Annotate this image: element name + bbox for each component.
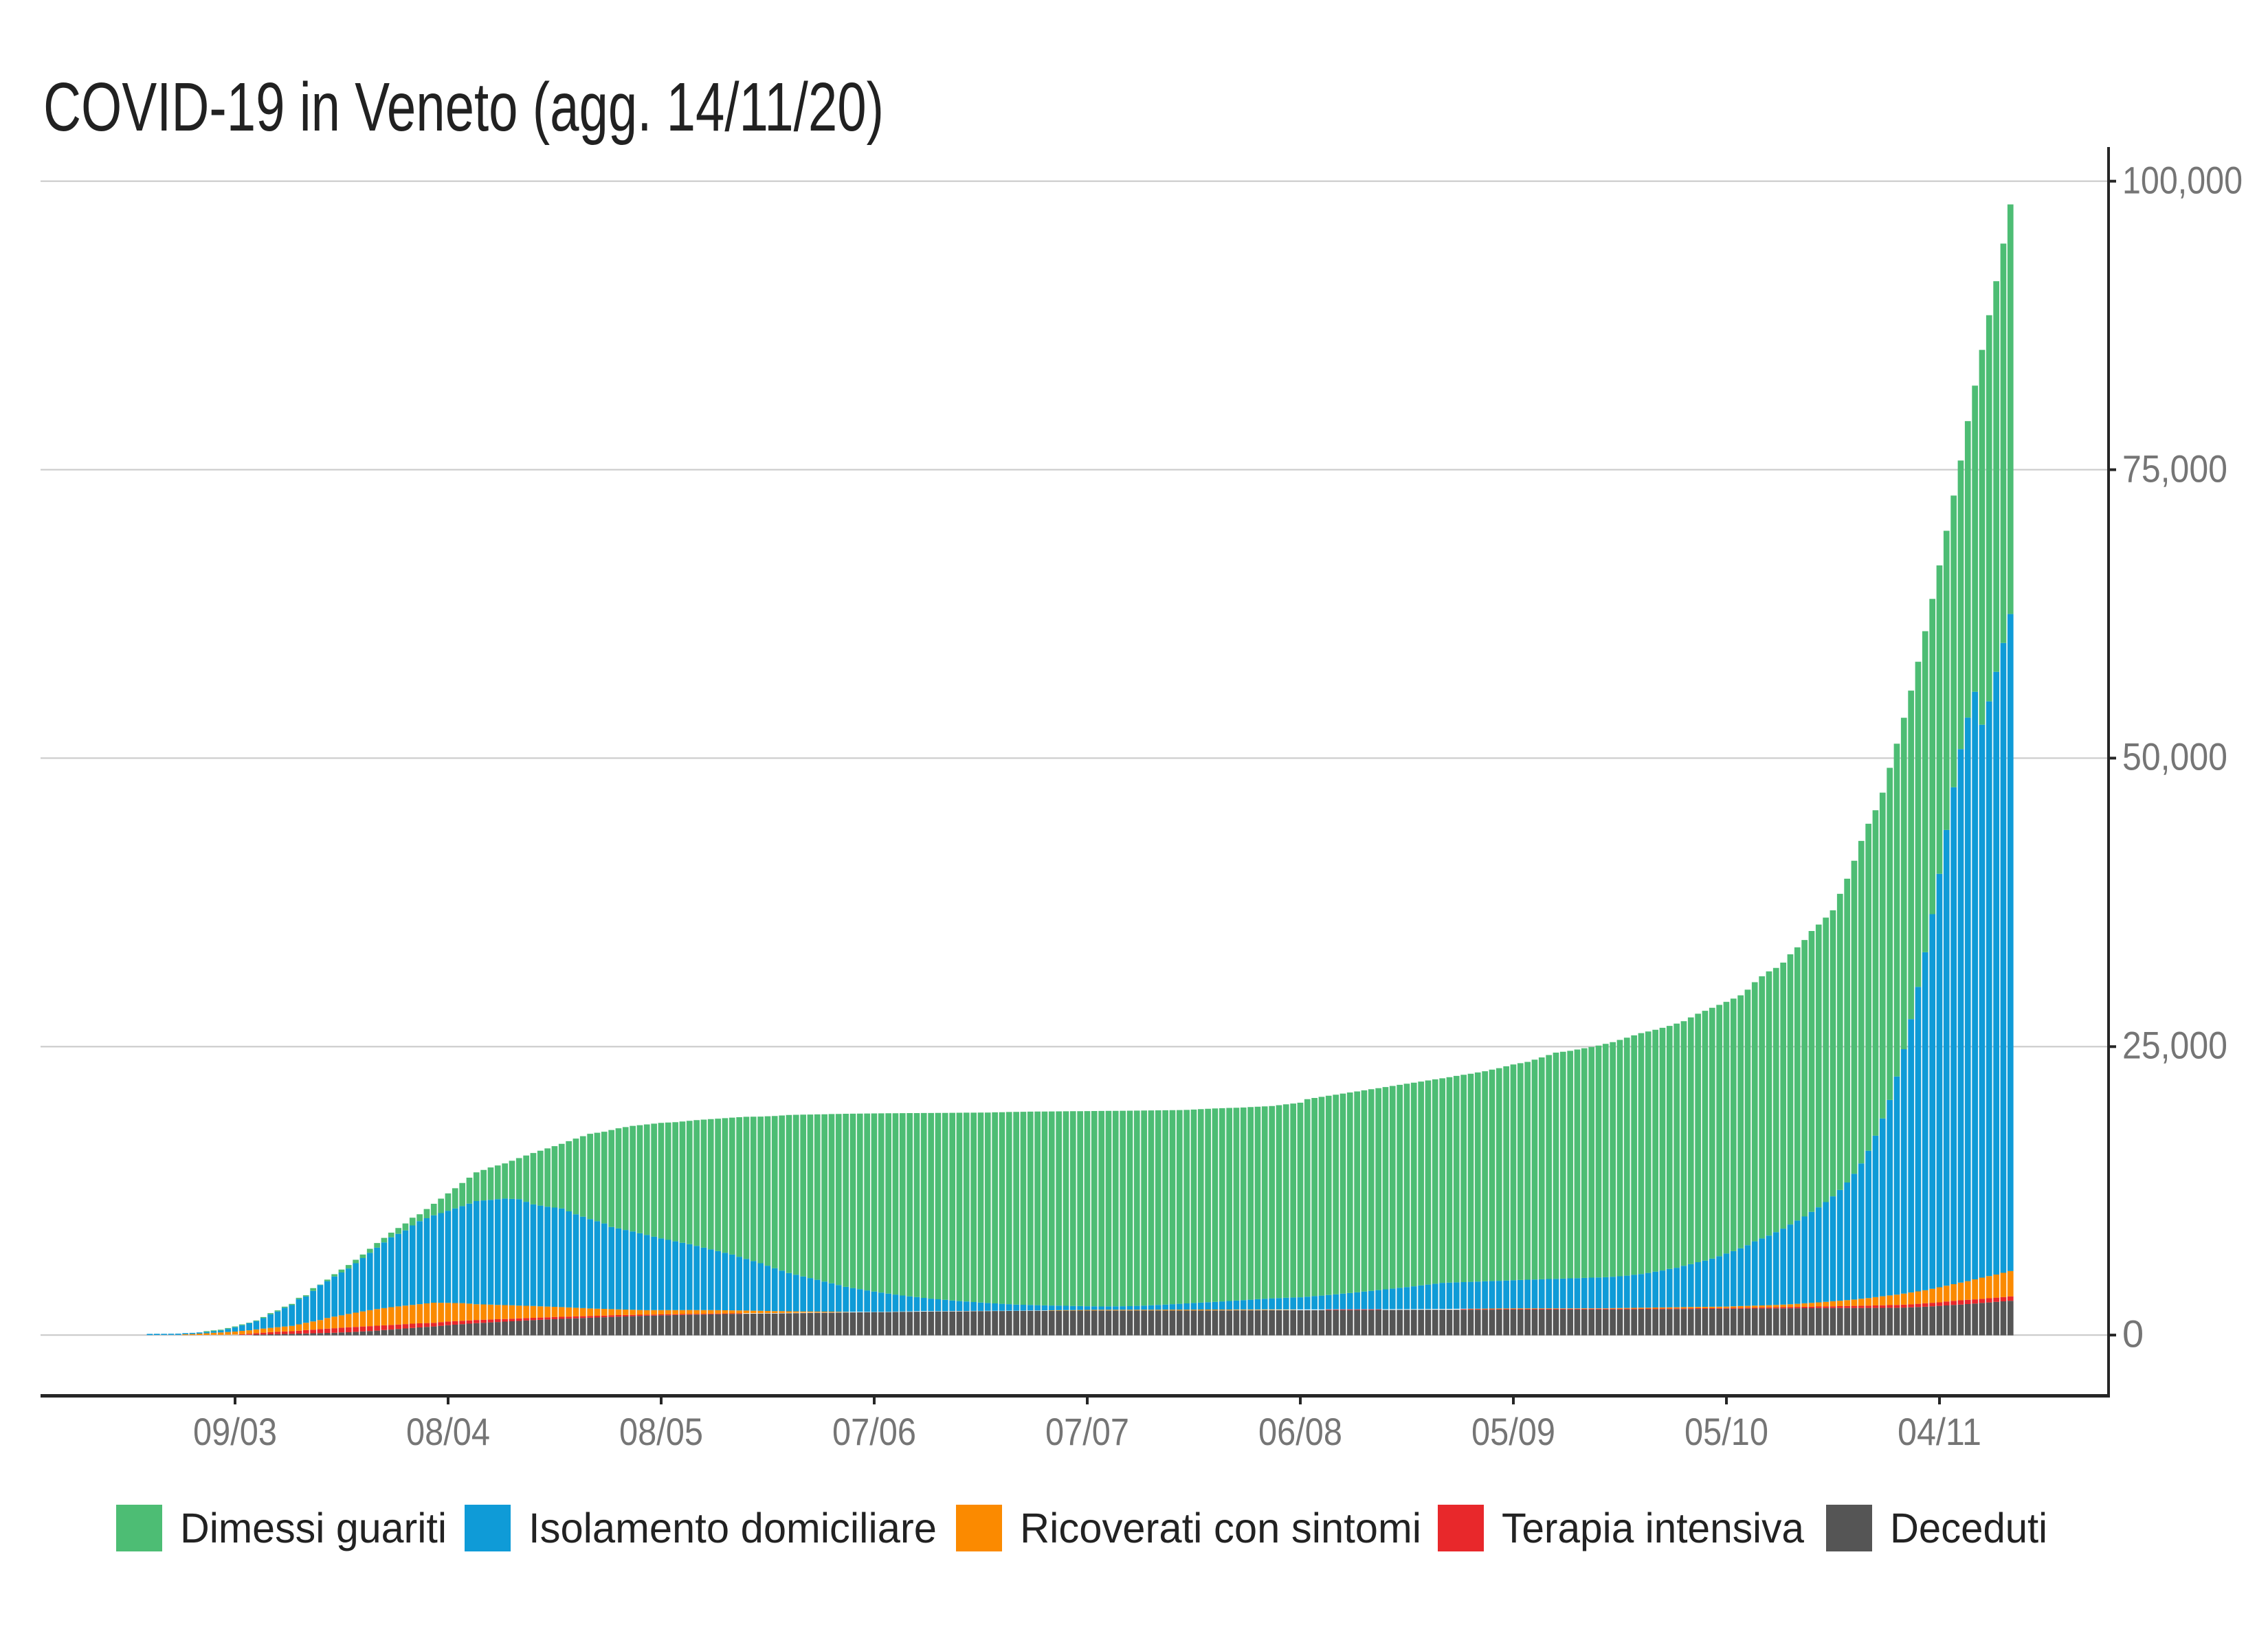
svg-text:Deceduti: Deceduti: [1890, 1505, 2047, 1551]
svg-text:0: 0: [2122, 1312, 2144, 1356]
svg-text:05/10: 05/10: [1685, 1410, 1768, 1453]
svg-text:100,000: 100,000: [2122, 159, 2243, 202]
svg-text:07/07: 07/07: [1045, 1410, 1129, 1453]
svg-text:09/03: 09/03: [193, 1410, 277, 1453]
svg-text:Isolamento domiciliare: Isolamento domiciliare: [529, 1505, 937, 1551]
svg-text:75,000: 75,000: [2122, 447, 2227, 491]
svg-text:50,000: 50,000: [2122, 735, 2227, 778]
svg-text:Terapia intensiva: Terapia intensiva: [1502, 1505, 1804, 1551]
svg-text:05/09: 05/09: [1471, 1410, 1555, 1453]
svg-text:Dimessi guariti: Dimessi guariti: [180, 1505, 447, 1551]
svg-text:08/04: 08/04: [406, 1410, 490, 1453]
svg-text:COVID-19 in Veneto (agg. 14/11: COVID-19 in Veneto (agg. 14/11/20): [43, 69, 884, 146]
svg-text:25,000: 25,000: [2122, 1024, 2227, 1067]
svg-text:04/11: 04/11: [1898, 1410, 1981, 1453]
svg-text:06/08: 06/08: [1258, 1410, 1342, 1453]
svg-text:08/05: 08/05: [619, 1410, 703, 1453]
svg-text:Ricoverati con sintomi: Ricoverati con sintomi: [1020, 1505, 1421, 1551]
svg-text:07/06: 07/06: [832, 1410, 916, 1453]
